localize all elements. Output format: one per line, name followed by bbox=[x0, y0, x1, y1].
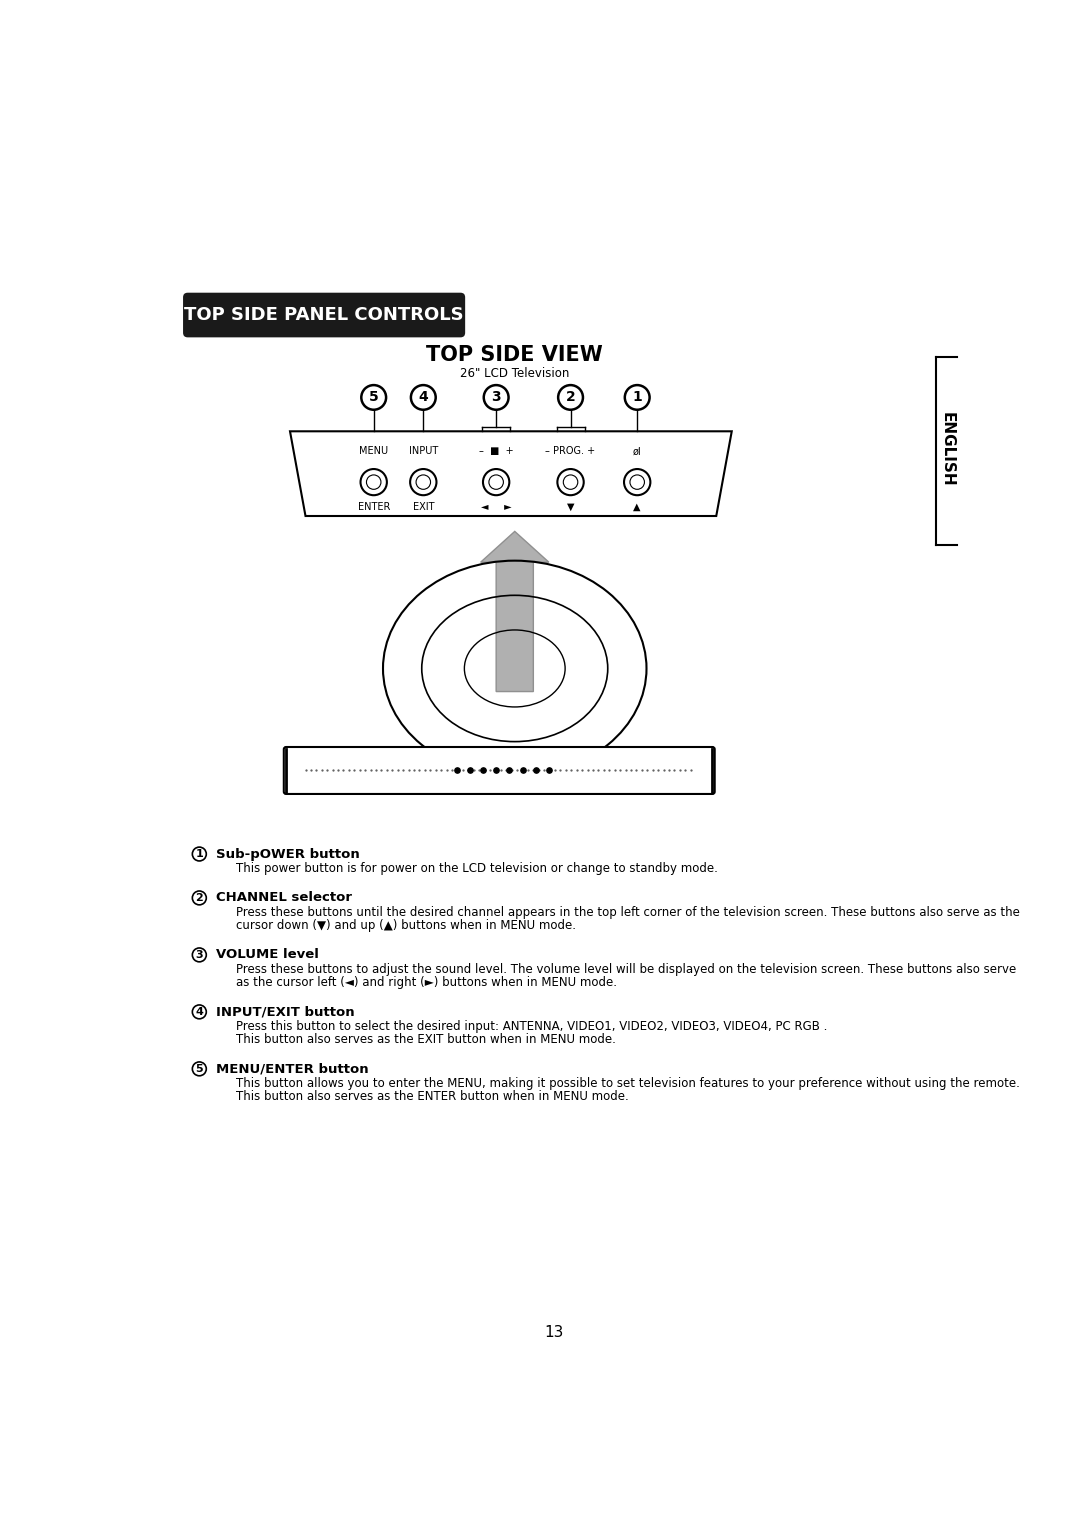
Text: 4: 4 bbox=[195, 1007, 203, 1016]
Text: 1: 1 bbox=[632, 391, 643, 405]
Text: MENU: MENU bbox=[360, 446, 389, 457]
Text: ◄     ►: ◄ ► bbox=[481, 501, 512, 512]
Text: TOP SIDE PANEL CONTROLS: TOP SIDE PANEL CONTROLS bbox=[185, 306, 464, 324]
FancyBboxPatch shape bbox=[183, 293, 465, 338]
Text: ▲: ▲ bbox=[634, 501, 640, 512]
Text: – PROG. +: – PROG. + bbox=[545, 446, 595, 457]
Text: INPUT: INPUT bbox=[408, 446, 437, 457]
Text: 5: 5 bbox=[369, 391, 379, 405]
Text: INPUT/EXIT button: INPUT/EXIT button bbox=[216, 1005, 355, 1018]
Text: 2: 2 bbox=[195, 892, 203, 903]
Text: ENTER: ENTER bbox=[357, 501, 390, 512]
Text: This button allows you to enter the MENU, making it possible to set television f: This button allows you to enter the MENU… bbox=[235, 1077, 1020, 1089]
Text: Press these buttons until the desired channel appears in the top left corner of : Press these buttons until the desired ch… bbox=[235, 906, 1020, 918]
Text: CHANNEL selector: CHANNEL selector bbox=[216, 891, 352, 905]
Text: Sub-pOWER button: Sub-pOWER button bbox=[216, 848, 360, 860]
Text: This power button is for power on the LCD television or change to standby mode.: This power button is for power on the LC… bbox=[235, 862, 717, 876]
Text: VOLUME level: VOLUME level bbox=[216, 949, 320, 961]
Text: 3: 3 bbox=[195, 950, 203, 960]
Text: TOP SIDE VIEW: TOP SIDE VIEW bbox=[427, 345, 603, 365]
Text: Press this button to select the desired input: ANTENNA, VIDEO1, VIDEO2, VIDEO3, : Press this button to select the desired … bbox=[235, 1021, 827, 1033]
Text: 5: 5 bbox=[195, 1063, 203, 1074]
Text: cursor down (▼) and up (▲) buttons when in MENU mode.: cursor down (▼) and up (▲) buttons when … bbox=[235, 920, 576, 932]
Text: MENU/ENTER button: MENU/ENTER button bbox=[216, 1062, 369, 1076]
Text: 4: 4 bbox=[418, 391, 428, 405]
Text: Press these buttons to adjust the sound level. The volume level will be displaye: Press these buttons to adjust the sound … bbox=[235, 963, 1016, 976]
Text: as the cursor left (◄) and right (►) buttons when in MENU mode.: as the cursor left (◄) and right (►) but… bbox=[235, 976, 617, 989]
Text: øI: øI bbox=[633, 446, 642, 457]
Text: EXIT: EXIT bbox=[413, 501, 434, 512]
Text: This button also serves as the EXIT button when in MENU mode.: This button also serves as the EXIT butt… bbox=[235, 1033, 616, 1047]
Text: 3: 3 bbox=[491, 391, 501, 405]
Text: This button also serves as the ENTER button when in MENU mode.: This button also serves as the ENTER but… bbox=[235, 1089, 629, 1103]
FancyBboxPatch shape bbox=[284, 747, 715, 795]
Text: ENGLISH: ENGLISH bbox=[940, 411, 955, 486]
Text: 13: 13 bbox=[544, 1325, 563, 1340]
Text: 2: 2 bbox=[566, 391, 576, 405]
Text: –  ■  +: – ■ + bbox=[478, 446, 513, 457]
Text: ▼: ▼ bbox=[567, 501, 575, 512]
FancyArrow shape bbox=[481, 532, 549, 692]
Text: 1: 1 bbox=[195, 850, 203, 859]
Polygon shape bbox=[291, 431, 732, 516]
Text: 26" LCD Television: 26" LCD Television bbox=[460, 367, 569, 380]
